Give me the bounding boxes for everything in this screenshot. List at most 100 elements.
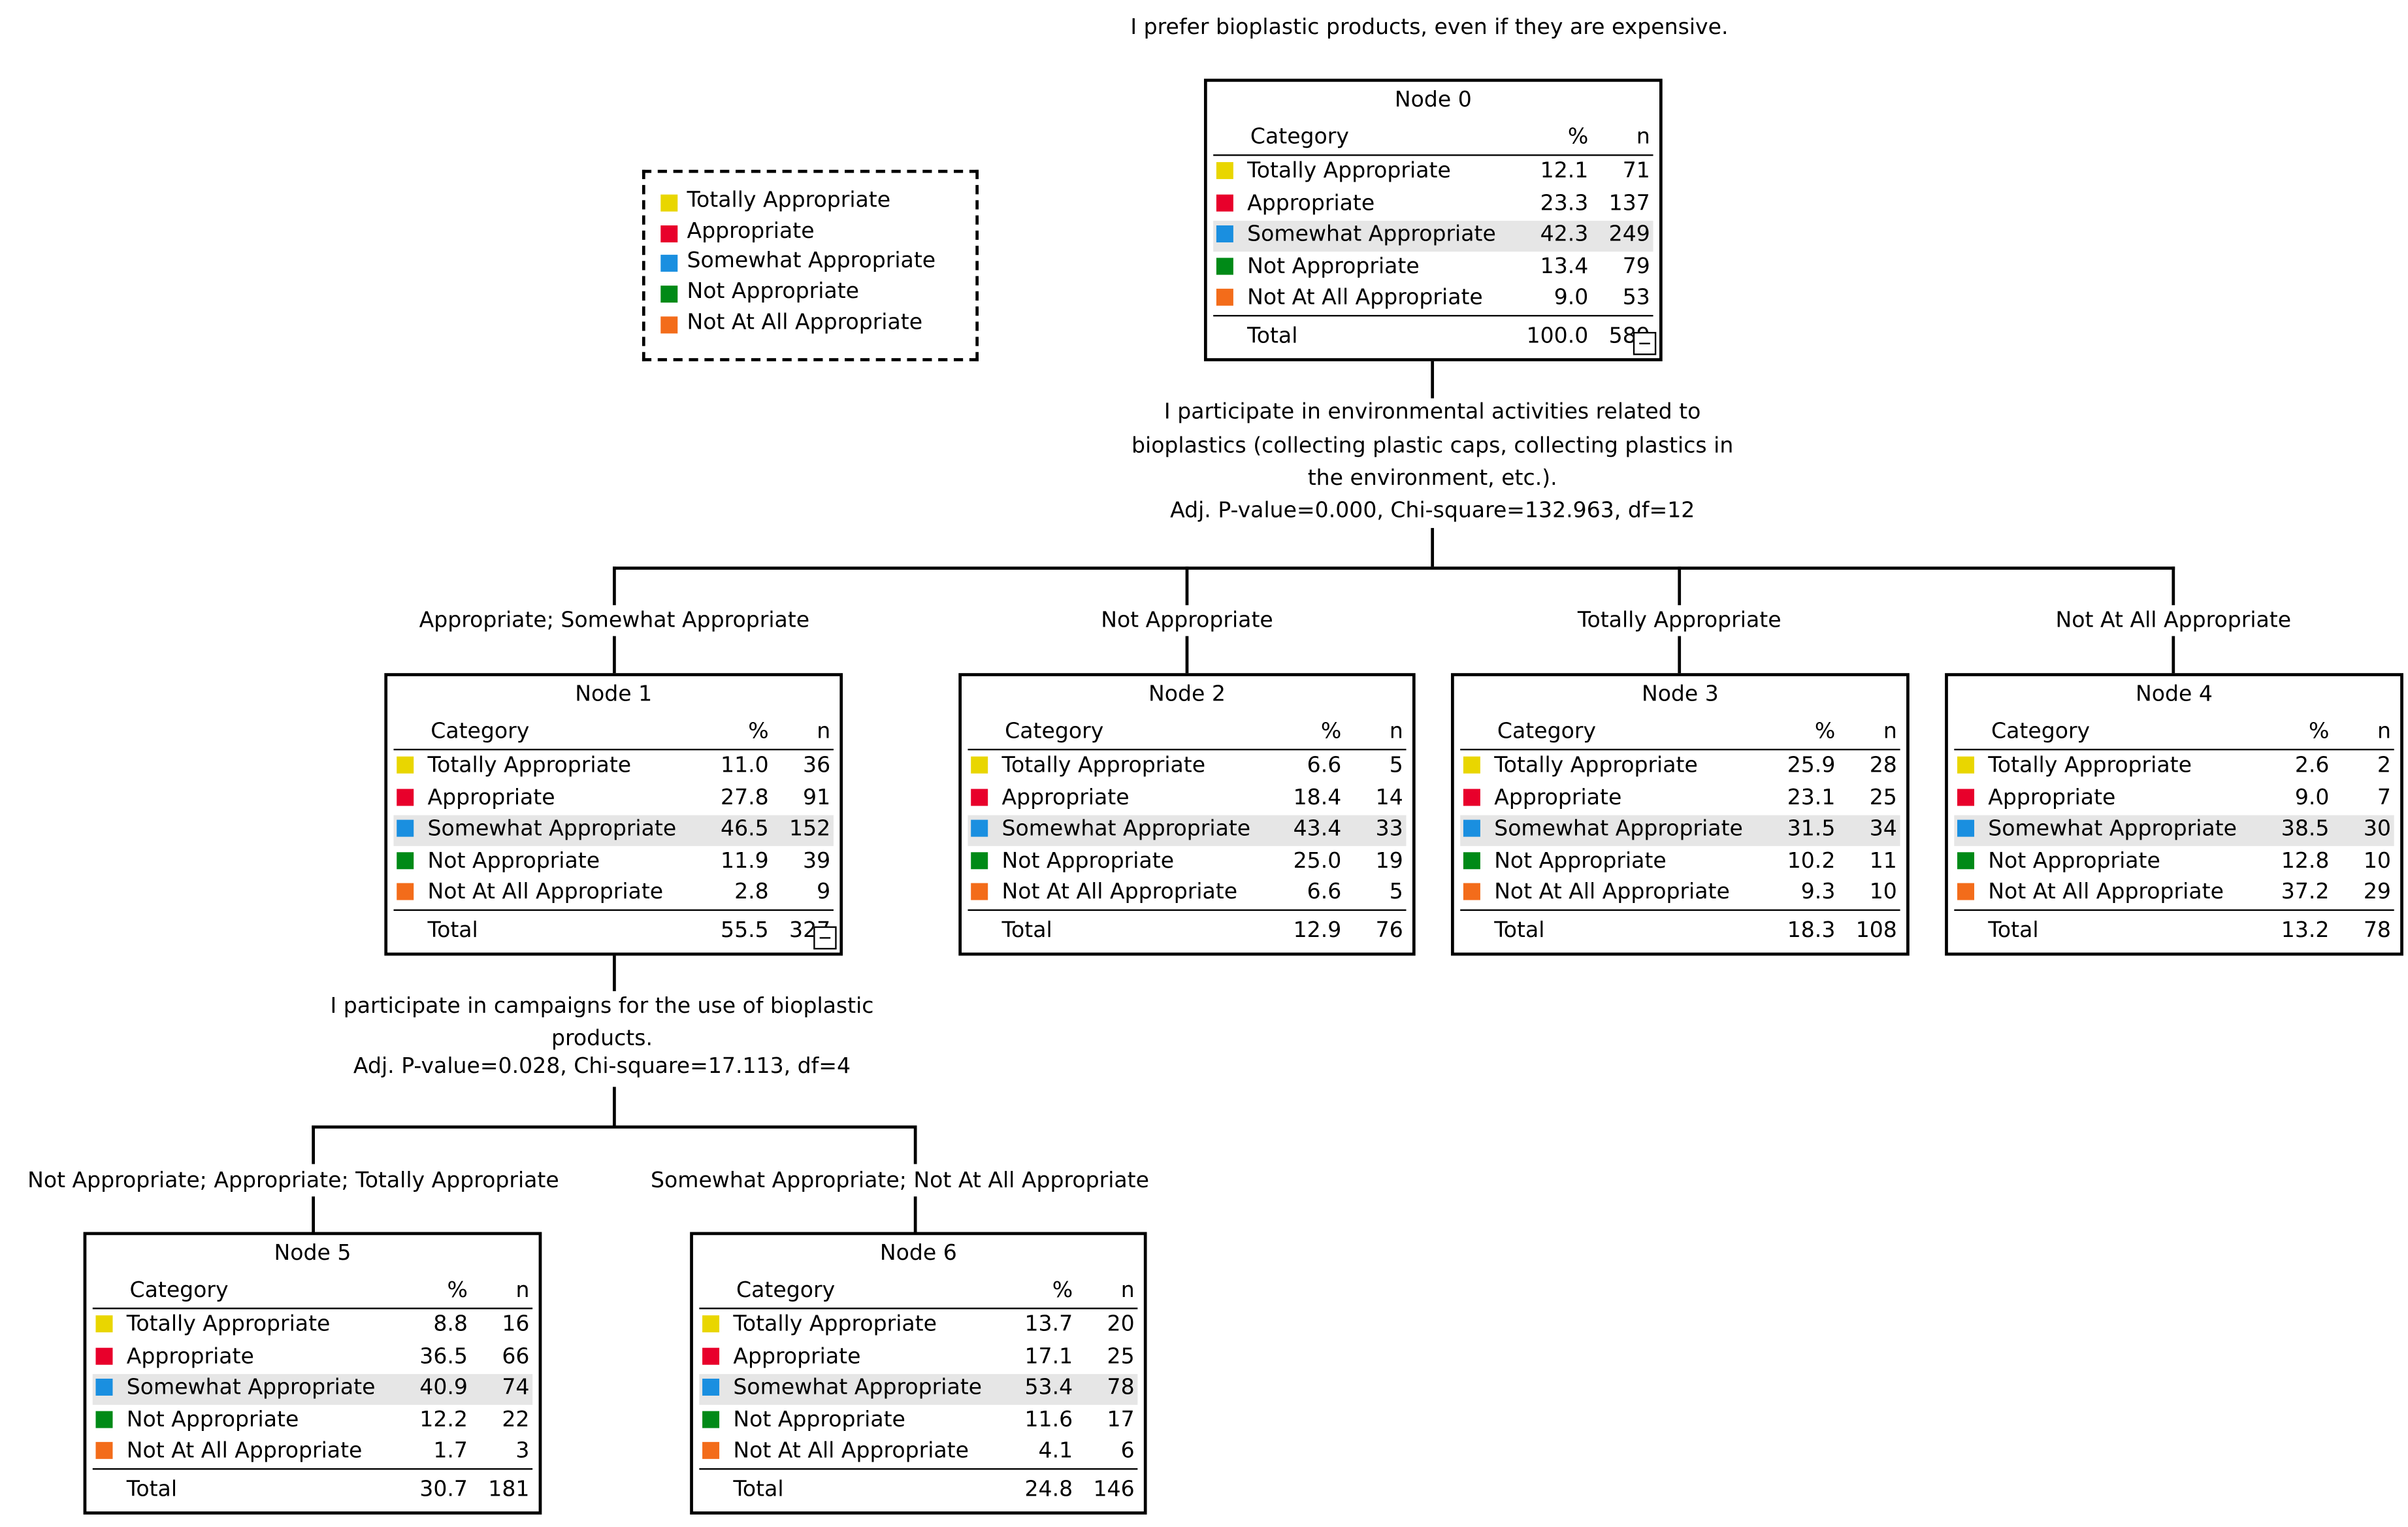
collapse-node-icon[interactable] — [813, 926, 837, 950]
row-pct: 17.1 — [1024, 1344, 1073, 1370]
swatch-not-at-all-appropriate — [702, 1441, 720, 1459]
connector — [1431, 528, 1435, 567]
row-category: Not At All Appropriate — [1001, 879, 1238, 905]
row-pct: 4.1 — [1038, 1439, 1073, 1464]
connector — [613, 566, 616, 606]
connector — [1185, 566, 1189, 606]
row-category: Appropriate — [1494, 785, 1622, 811]
node-2[interactable]: Node 2 Category % n Totally Appropriate … — [958, 673, 1416, 956]
node-title: Node 3 — [1641, 682, 1719, 708]
header-category: Category — [431, 719, 530, 744]
table-header: Category % n — [1954, 718, 2394, 751]
header-n: n — [1883, 719, 1897, 744]
row-category: Somewhat Appropriate — [733, 1375, 983, 1401]
swatch-somewhat-appropriate — [971, 819, 988, 837]
row-n: 20 — [1107, 1312, 1135, 1338]
header-category: Category — [736, 1278, 836, 1304]
table-row: Not At All Appropriate 1.7 3 — [92, 1437, 533, 1470]
row-pct: 12.2 — [419, 1407, 468, 1433]
row-category: Totally Appropriate — [1247, 159, 1451, 184]
header-pct: % — [1052, 1278, 1073, 1304]
connector — [913, 1125, 917, 1164]
node-6[interactable]: Node 6 Category % n Totally Appropriate … — [690, 1232, 1147, 1515]
table-row: Not At All Appropriate 37.2 29 — [1954, 878, 2394, 911]
table-row: Appropriate 27.8 91 — [394, 784, 834, 815]
split-1-variable-line2: bioplastics (collecting plastic caps, co… — [1131, 433, 1734, 459]
header-n: n — [1120, 1278, 1135, 1304]
table-row: Not Appropriate 12.8 10 — [1954, 847, 2394, 878]
node-4[interactable]: Node 4 Category % n Totally Appropriate … — [1945, 673, 2403, 956]
swatch-appropriate — [397, 789, 414, 806]
node-title: Node 2 — [1148, 682, 1226, 708]
node-0[interactable]: Node 0 Category % n Totally Appropriate … — [1203, 78, 1663, 361]
total-label: Total — [1494, 918, 1545, 944]
swatch-appropriate — [1216, 194, 1233, 212]
total-n: 181 — [488, 1477, 530, 1503]
row-pct: 36.5 — [419, 1344, 468, 1370]
collapse-node-icon[interactable] — [1633, 332, 1657, 355]
branch-label-node-5: Not Appropriate; Appropriate; Totally Ap… — [6, 1167, 581, 1197]
node-title: Node 0 — [1394, 88, 1472, 113]
connector — [1678, 636, 1682, 675]
node-title: Node 5 — [274, 1241, 351, 1266]
swatch-appropriate — [1957, 789, 1975, 806]
swatch-not-appropriate — [971, 852, 988, 870]
header-category: Category — [1005, 719, 1104, 744]
row-pct: 53.4 — [1024, 1375, 1073, 1401]
row-pct: 31.5 — [1787, 816, 1836, 842]
row-category: Not At All Appropriate — [427, 879, 664, 905]
row-n: 28 — [1869, 753, 1897, 778]
header-category: Category — [1250, 125, 1349, 150]
total-n: 146 — [1093, 1477, 1135, 1503]
row-pct: 42.3 — [1540, 222, 1589, 248]
swatch-not-appropriate — [1463, 852, 1480, 870]
connector — [312, 1194, 316, 1234]
header-n: n — [1389, 719, 1403, 744]
node-1[interactable]: Node 1 Category % n Totally Appropriate … — [384, 673, 843, 956]
row-category: Not Appropriate — [427, 849, 600, 874]
row-pct: 12.8 — [2281, 849, 2330, 874]
row-n: 5 — [1389, 879, 1403, 905]
header-pct: % — [1814, 719, 1836, 744]
swatch-not-at-all-appropriate — [660, 316, 678, 334]
table-total-row: Total 12.9 76 — [968, 917, 1406, 948]
table-row-highlighted: Somewhat Appropriate 40.9 74 — [92, 1373, 533, 1405]
swatch-totally-appropriate — [1463, 756, 1480, 774]
swatch-totally-appropriate — [95, 1315, 113, 1333]
header-n: n — [817, 719, 831, 744]
row-pct: 43.4 — [1293, 816, 1342, 842]
row-pct: 2.6 — [2294, 753, 2330, 778]
row-n: 17 — [1107, 1407, 1135, 1433]
table-row-highlighted: Somewhat Appropriate 31.5 34 — [1460, 815, 1900, 846]
row-category: Not At All Appropriate — [1247, 286, 1483, 310]
connector — [2172, 636, 2175, 675]
swatch-somewhat-appropriate — [1463, 819, 1480, 837]
row-category: Somewhat Appropriate — [126, 1375, 376, 1401]
row-n: 34 — [1869, 816, 1897, 842]
row-n: 16 — [502, 1312, 530, 1338]
table-row-highlighted: Somewhat Appropriate 38.5 30 — [1954, 815, 2394, 846]
connector — [1678, 566, 1682, 606]
total-pct: 100.0 — [1526, 324, 1589, 349]
node-3[interactable]: Node 3 Category % n Totally Appropriate … — [1451, 673, 1910, 956]
branch-label-node-6: Somewhat Appropriate; Not At All Appropr… — [630, 1167, 1171, 1197]
table-row: Not Appropriate 25.0 19 — [968, 847, 1406, 878]
table-header: Category % n — [1213, 123, 1653, 156]
table-row: Not At All Appropriate 9.3 10 — [1460, 878, 1900, 911]
total-label: Total — [1247, 324, 1298, 349]
swatch-not-at-all-appropriate — [971, 883, 988, 900]
header-n: n — [1636, 125, 1650, 150]
row-pct: 12.1 — [1540, 159, 1589, 184]
row-pct: 25.0 — [1293, 849, 1342, 874]
row-category: Somewhat Appropriate — [1494, 816, 1743, 842]
row-n: 39 — [803, 849, 831, 874]
node-5[interactable]: Node 5 Category % n Totally Appropriate … — [83, 1232, 542, 1515]
connector — [1431, 359, 1435, 399]
header-category: Category — [1497, 719, 1597, 744]
row-category: Somewhat Appropriate — [1247, 222, 1496, 248]
row-category: Totally Appropriate — [733, 1312, 937, 1338]
row-category: Totally Appropriate — [427, 753, 632, 778]
header-pct: % — [2309, 719, 2330, 744]
row-pct: 11.6 — [1024, 1407, 1073, 1433]
row-category: Totally Appropriate — [1001, 753, 1206, 778]
